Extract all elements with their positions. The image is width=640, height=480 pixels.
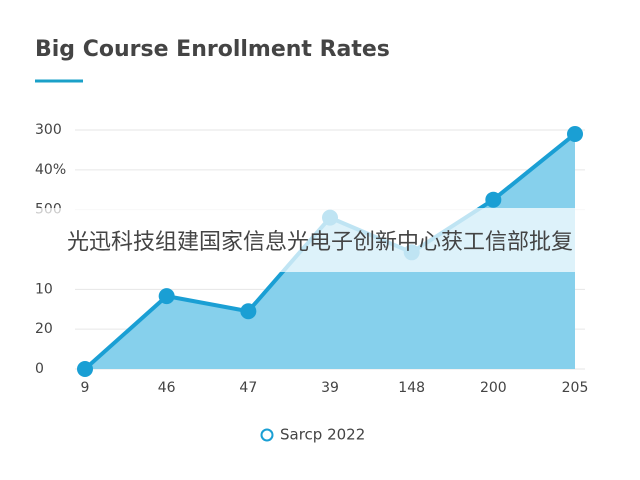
x-tick-label: 39 [321,380,339,396]
x-tick-label: 205 [562,380,589,396]
footer-icon [260,428,274,442]
point [158,288,175,305]
overlay-caption: 光迅科技组建国家信息光电子创新中心获工信部批复 [67,230,573,255]
footer: Sarcp 2022 [280,426,365,444]
y-tick-label: 10 [35,281,53,297]
point [240,303,257,320]
x-tick-label: 148 [398,380,425,396]
y-tick-label: 0 [35,361,44,377]
x-tick-label: 47 [239,380,257,396]
y-tick-label: 20 [35,321,53,337]
x-tick-label: 200 [480,380,507,396]
y-tick-label: 40% [35,162,66,178]
chart-title: Big Course Enrollment Rates [35,37,390,62]
x-tick-label: 46 [158,380,176,396]
point [567,125,583,142]
point [485,191,502,208]
caption-band [0,208,640,272]
x-tick-label: 9 [81,380,90,396]
y-tick-label: 300 [35,122,62,138]
point [77,361,93,377]
